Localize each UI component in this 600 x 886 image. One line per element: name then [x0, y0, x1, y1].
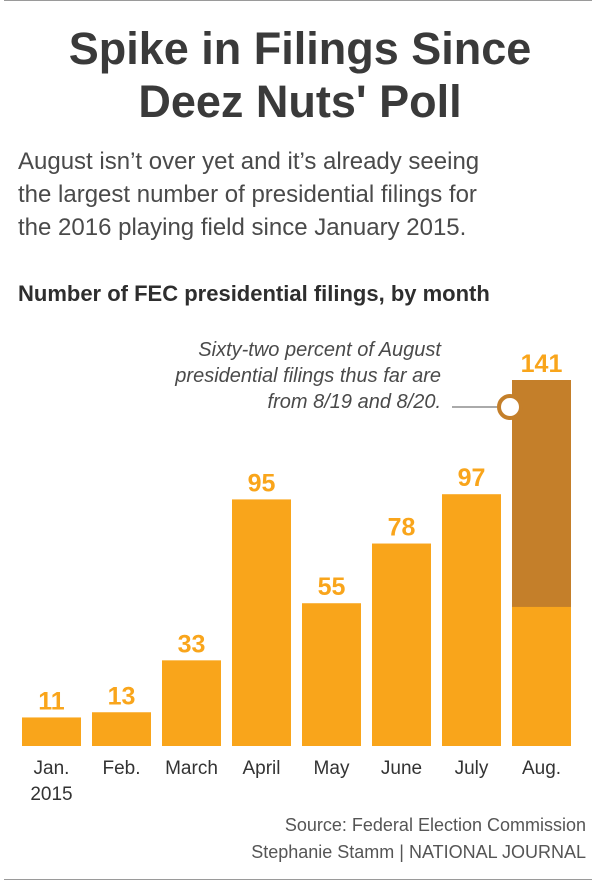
annotation-text: Sixty-two percent of August — [198, 339, 442, 361]
category-label-6: July — [455, 758, 489, 779]
value-label-7: 141 — [521, 350, 563, 378]
category-label-2: March — [165, 758, 218, 779]
value-label-5: 78 — [388, 514, 416, 542]
bar-5 — [372, 543, 431, 746]
subtitle-line-1: August isn’t over yet and it’s already s… — [18, 148, 480, 175]
value-label-4: 55 — [318, 573, 346, 601]
value-label-1: 13 — [108, 682, 136, 710]
category-label-3: April — [242, 758, 280, 779]
category-label-5: June — [381, 758, 422, 779]
title-line-1: Spike in Filings Since — [68, 23, 532, 74]
annotation-text: from 8/19 and 8/20. — [268, 391, 441, 413]
category-label-0: Jan. — [34, 758, 70, 779]
chart-frame — [4, 0, 592, 880]
bar-1 — [92, 712, 151, 746]
bar-highlight-segment — [512, 380, 571, 607]
bar-0 — [22, 717, 81, 746]
bar-6 — [442, 494, 501, 746]
category-label-0: 2015 — [30, 784, 72, 800]
subtitle-line-3: the 2016 playing field since January 201… — [18, 214, 467, 241]
category-label-7: Aug. — [522, 758, 561, 779]
author-credit: Stephanie Stamm | NATIONAL JOURNAL — [251, 842, 586, 862]
annotation-text: presidential filings thus far are — [174, 365, 441, 387]
category-label-1: Feb. — [102, 758, 140, 779]
category-label-4: May — [314, 758, 350, 779]
value-label-2: 33 — [178, 630, 206, 658]
title-line-2: Deez Nuts' Poll — [138, 76, 462, 127]
bar-3 — [232, 499, 291, 746]
subtitle-line-2: the largest number of presidential filin… — [18, 181, 477, 208]
subtitle: August isn’t over yet and it’s already s… — [18, 145, 588, 244]
source-credit: Source: Federal Election Commission — [284, 815, 586, 835]
bar-2 — [162, 660, 221, 746]
chart-title: Number of FEC presidential filings, by m… — [18, 281, 490, 306]
bar-chart: 11 Jan. 2015 13 Feb. 33 March 95 April 55 May 78 Jun… — [22, 339, 571, 800]
bar-4 — [302, 603, 361, 746]
value-label-6: 97 — [458, 464, 486, 492]
value-label-0: 11 — [38, 687, 65, 715]
annotation-marker — [497, 394, 523, 420]
page-title: Spike in Filings Since Deez Nuts' Poll — [0, 22, 600, 128]
value-label-3: 95 — [248, 469, 276, 497]
footer: Source: Federal Election Commission Step… — [251, 812, 586, 866]
